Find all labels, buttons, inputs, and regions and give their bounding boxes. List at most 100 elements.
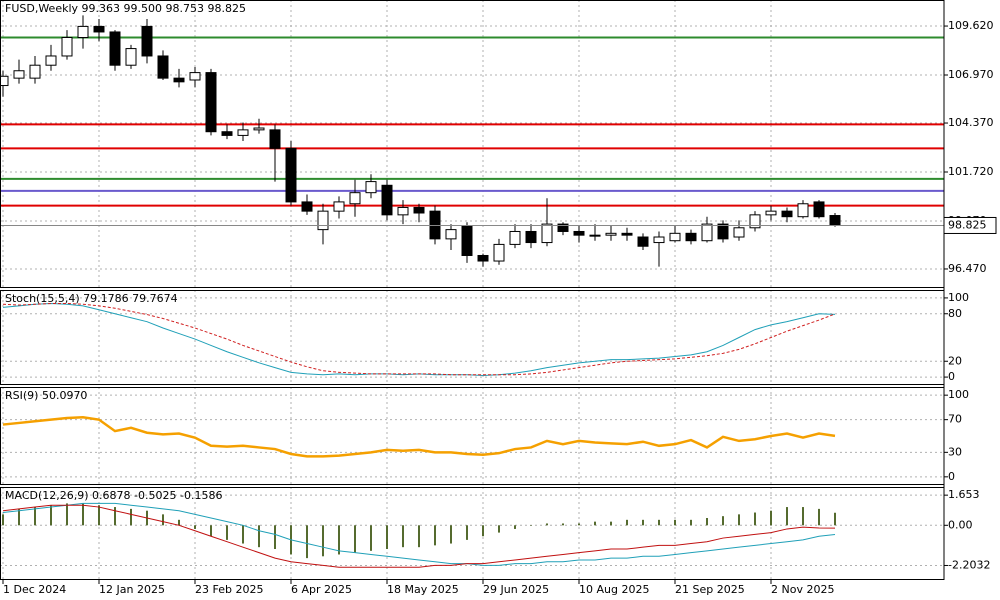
macd-bar [434,525,436,546]
candle-body [525,230,537,244]
pane-title: Stoch(15,5,4) 79.1786 79.7674 [5,292,178,305]
candle-body [461,225,473,256]
macd-bar [594,521,596,526]
macd-bar [18,508,20,526]
y-tick-label: 96.470 [948,262,987,275]
candle-body [109,31,121,66]
y-tick-label: 30 [948,445,962,458]
candle-body [541,223,553,244]
macd-bar [738,514,740,526]
macd-bar [226,525,228,540]
pane [0,494,944,568]
y-tick-label: 109.620 [948,19,994,32]
candle-body [397,206,409,216]
candle-body [141,25,153,57]
x-tick-label: 29 Jun 2025 [483,583,549,596]
macd-bar [770,510,772,526]
candle-body [445,229,457,240]
candle-body [237,129,249,136]
macd-bar [242,525,244,544]
candle-body [349,192,361,205]
macd-bar [130,508,132,526]
candle-body [685,232,697,242]
macd-bar [562,523,564,526]
candle-body [573,230,585,236]
candle-body [157,55,169,79]
x-tick-label: 2 Nov 2025 [771,583,834,596]
candle-body [173,77,185,83]
macd-bar [530,525,532,526]
macd-bar [754,512,756,526]
macd-bar [786,507,788,526]
candle-body [637,236,649,247]
candle-body [189,72,201,81]
macd-line [2,504,836,568]
y-tick-label: 70 [948,413,962,426]
macd-line [2,502,836,566]
candle-body [653,236,665,244]
candle-body [125,48,137,66]
macd-bar [178,519,180,526]
macd-bar [274,525,276,549]
candle-body [333,201,345,212]
y-tick-label: 106.970 [948,68,994,81]
pane [0,394,944,478]
macd-bar [690,519,692,526]
candle-body [317,210,329,231]
macd-bar [194,525,196,529]
macd-bar [322,525,324,557]
macd-bar [674,519,676,526]
macd-bar [34,507,36,526]
x-tick-label: 21 Sep 2025 [675,583,745,596]
y-tick-label: 20 [948,354,962,367]
candle-body [493,243,505,262]
x-tick-label: 1 Dec 2024 [3,583,66,596]
macd-bar [50,505,52,526]
candle-body [621,232,633,236]
macd-bar [626,519,628,526]
candle-body [589,234,601,237]
candle-body [797,203,809,218]
candle-body [29,64,41,79]
candle-body [413,206,425,214]
macd-bar [402,525,404,548]
candle-body [669,232,681,242]
candle-body [253,127,265,131]
macd-bar [450,525,452,544]
y-tick-label: -2.2032 [948,558,990,571]
candle-body [301,201,313,212]
y-tick-label: 80 [948,307,962,320]
candle-body [205,72,217,133]
candle-body [605,232,617,236]
y-tick-label: 101.720 [948,165,994,178]
candle-body [733,227,745,238]
y-tick-label: 104.370 [948,116,994,129]
candle-body [701,223,713,242]
macd-bar [546,523,548,526]
y-tick-label: 0.00 [948,518,973,531]
macd-bar [114,507,116,526]
macd-bar [466,525,468,540]
macd-bar [210,525,212,537]
candle-body [77,25,89,39]
candle-body [381,184,393,216]
y-tick-label: 1.653 [948,488,980,501]
macd-bar [386,525,388,549]
macd-bar [306,525,308,559]
candle-body [221,131,233,136]
macd-bar [658,519,660,526]
macd-bar [2,514,4,526]
macd-bar [514,525,516,529]
candle-body [557,223,569,232]
candle-body [717,223,729,240]
macd-bar [82,503,84,526]
candle-body [269,129,281,149]
y-tick-label: 0 [948,470,955,483]
macd-bar [802,507,804,526]
candle-body [765,210,777,216]
macd-bar [642,519,644,526]
x-tick-label: 6 Apr 2025 [291,583,352,596]
candle-body [45,55,57,66]
